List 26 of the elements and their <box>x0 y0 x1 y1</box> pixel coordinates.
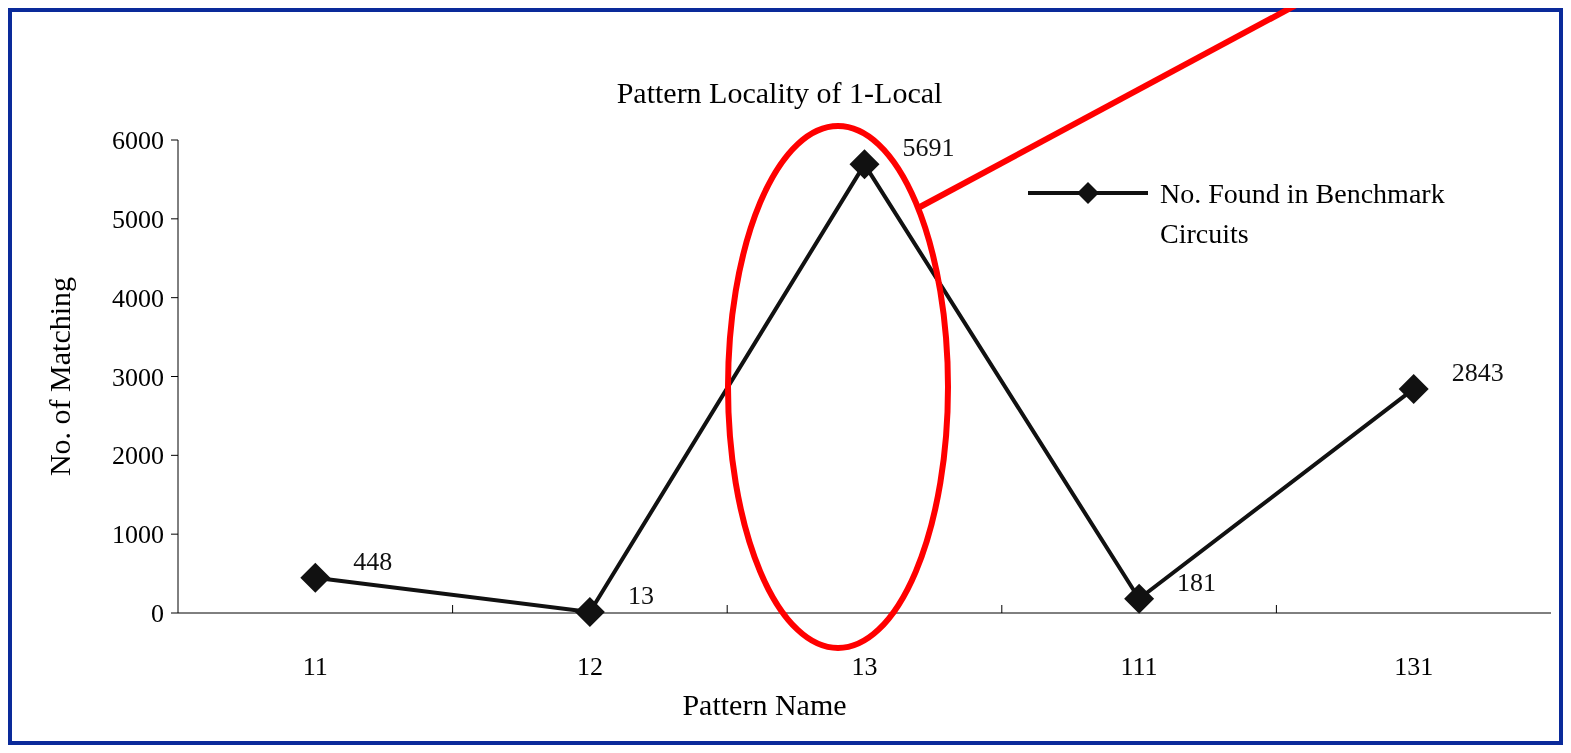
data-label: 13 <box>627 580 654 610</box>
y-tick-label: 2000 <box>112 441 164 471</box>
y-axis-title: No. of Matching <box>43 276 76 477</box>
data-label: 448 <box>353 546 393 576</box>
data-label: 2843 <box>1451 357 1504 387</box>
legend-label: No. Found in Benchmark Circuits <box>1160 178 1445 249</box>
y-tick-label: 5000 <box>112 204 164 234</box>
x-tick-label: 11 <box>302 652 328 681</box>
chart-title: Pattern Locality of 1-Local <box>616 76 943 109</box>
x-tick-label: 131 <box>1394 652 1434 681</box>
y-tick-label: 0 <box>151 599 164 628</box>
x-tick-label: 111 <box>1120 652 1158 681</box>
point <box>574 596 605 627</box>
x-tick-label: 12 <box>576 652 603 681</box>
point <box>300 562 331 593</box>
data-label: 181 <box>1177 567 1217 597</box>
x-axis-title: Pattern Name <box>682 688 847 721</box>
y-tick-label: 3000 <box>112 362 164 392</box>
point <box>1398 373 1429 404</box>
point <box>1124 583 1155 614</box>
y-tick-label: 1000 <box>112 520 164 550</box>
data-label: 5691 <box>902 133 955 163</box>
y-tick-label: 6000 <box>112 126 164 155</box>
point <box>849 149 880 180</box>
x-tick-label: 13 <box>851 652 878 681</box>
y-tick-label: 4000 <box>112 283 164 313</box>
